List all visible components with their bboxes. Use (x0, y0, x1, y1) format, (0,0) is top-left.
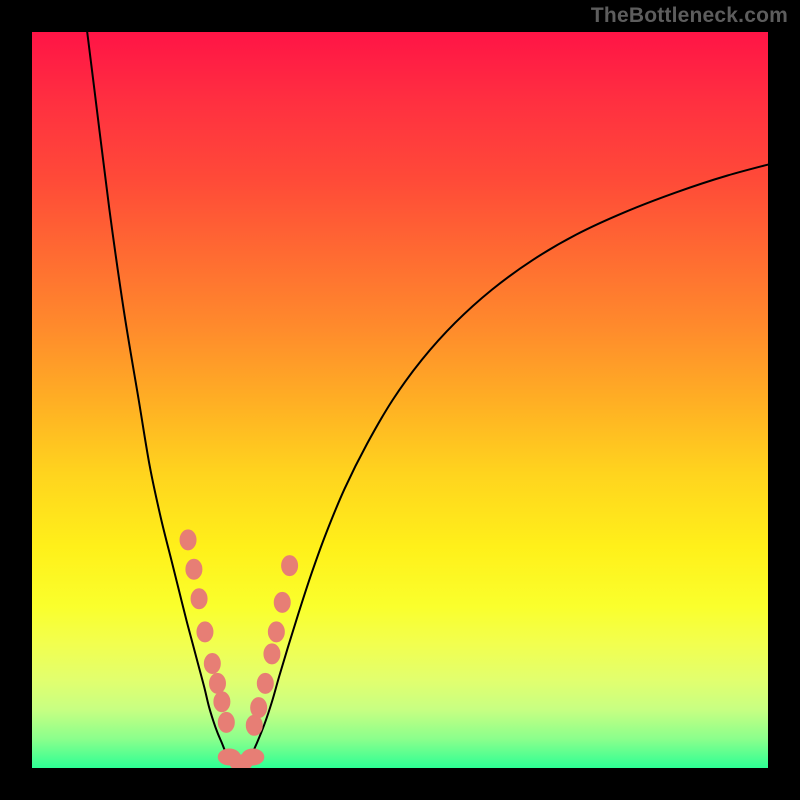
marker-point (264, 644, 280, 664)
watermark-label: TheBottleneck.com (591, 4, 788, 28)
chart-overlay (32, 32, 768, 768)
marker-point (251, 698, 267, 718)
marker-point (257, 673, 273, 693)
marker-point (214, 692, 230, 712)
marker-point (186, 559, 202, 579)
marker-point (268, 622, 284, 642)
plot-area (32, 32, 768, 768)
marker-point (204, 653, 220, 673)
curve-right (240, 161, 768, 768)
chart-root: TheBottleneck.com (0, 0, 800, 800)
marker-point (180, 530, 196, 550)
markers-bottom (218, 749, 264, 768)
marker-point (197, 622, 213, 642)
markers-right (246, 556, 297, 736)
marker-point (246, 715, 262, 735)
marker-point (218, 712, 234, 732)
marker-point (274, 592, 290, 612)
marker-point (282, 556, 298, 576)
marker-point (209, 673, 225, 693)
marker-point (191, 589, 207, 609)
marker-point (242, 749, 264, 765)
